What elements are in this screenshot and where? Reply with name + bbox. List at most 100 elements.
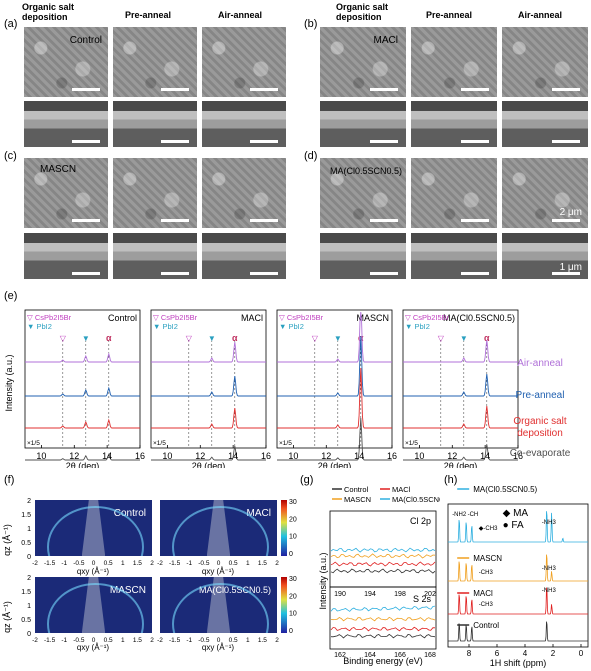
sem-maclscn-cross-air: 1 μm: [502, 233, 588, 279]
nmr-tick-label-3: 2: [551, 649, 556, 658]
nmr-peak-ch3-2: -CH3: [479, 570, 494, 576]
xrd-tick-label-0-0: 10: [36, 451, 46, 461]
sem-maclscn-cross-organic: [320, 233, 406, 279]
sem-sample-control: Control: [69, 35, 102, 46]
giwaxs-cbar-tick-0-2: 10: [289, 534, 297, 541]
xrd-marker-cs-1: ▽: [186, 334, 193, 343]
xrd-legend-cs-3: ▽ CsPb2I5Br: [405, 313, 450, 322]
sem-maclscn-pre: [411, 158, 497, 228]
header-air-left: Air-anneal: [218, 10, 263, 20]
xrd-panel-title-2: MASCN: [356, 313, 389, 323]
giwaxs-cbar-tick-1-0: 30: [289, 576, 297, 583]
xrd-trace-0-2: [25, 418, 140, 429]
giwaxs-mascn: MASCN: [35, 577, 152, 633]
xrd-legend-cs-2: ▽ CsPb2I5Br: [279, 313, 324, 322]
nmr-ma-marker: ◆ MA: [503, 508, 529, 519]
giwaxs-xtick-1-1-7: 1.5: [258, 637, 267, 644]
giwaxs-xtick-1-0-2: -1: [61, 637, 67, 644]
xps-s-trace-2: [330, 616, 436, 622]
nmr-trace-0: [448, 511, 588, 543]
xps-cl-label: Cl 2p: [410, 516, 431, 526]
xps-legend-text-1: MACl: [392, 486, 411, 494]
xrd-tick-label-1-2: 14: [228, 451, 238, 461]
giwaxs-cbar-tick-0-1: 20: [289, 516, 297, 523]
sem-macl-cross-air: [502, 101, 588, 147]
xps-legend-text-0: Control: [344, 486, 369, 494]
xps-s-tick-0: 162: [334, 652, 346, 659]
giwaxs-xtick-0-1-3: -0.5: [198, 560, 210, 567]
scale-label-cross: 1 μm: [559, 262, 582, 273]
xrd-trace-3-0: [403, 339, 518, 363]
giwaxs-label-control: Control: [113, 508, 146, 519]
xrd-xlabel-1: 2θ (deg): [192, 461, 226, 468]
giwaxs-xtick-0-0-1: -1.5: [44, 560, 56, 567]
giwaxs-ytick-0-2: 1: [27, 526, 31, 533]
xps-cl-trace-2: [330, 553, 436, 559]
giwaxs-xtick-1-0-3: -0.5: [73, 637, 85, 644]
xps-s-trace-0: [330, 633, 436, 639]
xrd-legend-cs-1: ▽ CsPb2I5Br: [153, 313, 198, 322]
giwaxs-xtick-1-1-4: 0: [217, 637, 221, 644]
header-organic-right: Organic salt deposition: [336, 2, 389, 22]
giwaxs-xtick-0-0-4: 0: [92, 560, 96, 567]
xrd-trace-label-coevap: Co-evaporate: [510, 448, 571, 459]
giwaxs-xtick-1-1-6: 1: [246, 637, 250, 644]
xrd-trace-1-0: [151, 341, 266, 363]
xrd-tick-label-2-3: 16: [387, 451, 397, 461]
xps-xlabel: Binding energy (eV): [343, 656, 423, 666]
xps-cl-tick-0: 190: [334, 591, 346, 598]
xrd-trace-label-organic2: deposition: [517, 428, 563, 439]
panel-label-a: (a): [4, 18, 18, 30]
panel-label-f: (f): [4, 474, 15, 486]
giwaxs-ytick-1-1: 1.5: [21, 589, 31, 596]
xrd-trace-0-3: [25, 453, 140, 461]
xrd-legend-pbi-0: ▼ PbI2: [27, 322, 52, 331]
xrd-marker-cs-3: ▽: [438, 334, 445, 343]
giwaxs-xtick-1-0-1: -1.5: [44, 637, 56, 644]
xrd-trace-0-0: [25, 352, 140, 363]
xrd-trace-3-2: [403, 405, 518, 429]
giwaxs-cbar-tick-0-0: 30: [289, 499, 297, 506]
xrd-trace-3-3: [403, 444, 518, 461]
giwaxs-control: Control: [35, 500, 152, 556]
sem-mascn-cross-organic: [24, 233, 108, 279]
giwaxs-xtick-0-0-8: 2: [150, 560, 154, 567]
giwaxs-xtick-1-1-0: -2: [157, 637, 163, 644]
sem-sample-macl: MACl: [373, 35, 398, 46]
sem-control-pre: [113, 27, 197, 97]
xps-s-trace-1: [330, 626, 436, 632]
xrd-tick-label-0-2: 14: [102, 451, 112, 461]
panel-label-d: (d): [304, 150, 318, 162]
xrd-marker-alpha-0: α: [106, 333, 112, 343]
giwaxs-xtick-1-1-2: -1: [186, 637, 192, 644]
xrd-ylabel: Intensity (a.u.): [4, 354, 14, 411]
xrd-tick-label-0-3: 16: [135, 451, 145, 461]
xrd-trace-1-1: [151, 375, 266, 397]
sem-maclscn-cross-pre: [411, 233, 497, 279]
sem-sample-mascn: MASCN: [40, 164, 77, 175]
giwaxs-qxy-label-1: qxy (Å⁻¹): [77, 567, 110, 576]
sem-mascn-cross-pre: [113, 233, 197, 279]
xrd-legend-pbi-2: ▼ PbI2: [279, 322, 304, 331]
giwaxs-qxy-label-3: qxy (Å⁻¹): [77, 643, 110, 652]
xps-cl-tick-1: 194: [364, 591, 376, 598]
giwaxs-ytick-0-3: 0.5: [21, 540, 31, 547]
header-pre-right: Pre-anneal: [426, 10, 473, 20]
xps-figure: Control MACl MASCN MA(Cl0.5SCN0.5) Cl 2p S …: [318, 486, 440, 666]
sem-mascn-pre: [113, 158, 197, 228]
xrd-tick-label-1-0: 10: [162, 451, 172, 461]
xrd-tick-label-1-1: 12: [195, 451, 205, 461]
giwaxs-cbar-tick-1-3: 0: [289, 628, 293, 635]
panel-label-e: (e): [4, 290, 18, 302]
xrd-tick-label-0-1: 12: [69, 451, 79, 461]
giwaxs-qxy-label-2: qxy (Å⁻¹): [202, 567, 235, 576]
nmr-legend-label-2: MACl: [473, 589, 493, 598]
xrd-marker-pbi-1: ▼: [208, 334, 216, 343]
header-organic-left: Organic salt deposition: [22, 2, 75, 22]
giwaxs-xtick-0-1-7: 1.5: [258, 560, 267, 567]
xrd-tick-label-3-0: 10: [414, 451, 424, 461]
giwaxs-cbar-tick-1-2: 10: [289, 611, 297, 618]
sem-maclscn-organic: MA(Cl0.5SCN0.5): [320, 158, 406, 228]
sem-control-cross-air: [202, 101, 286, 147]
sem-macl-air: [502, 27, 588, 97]
